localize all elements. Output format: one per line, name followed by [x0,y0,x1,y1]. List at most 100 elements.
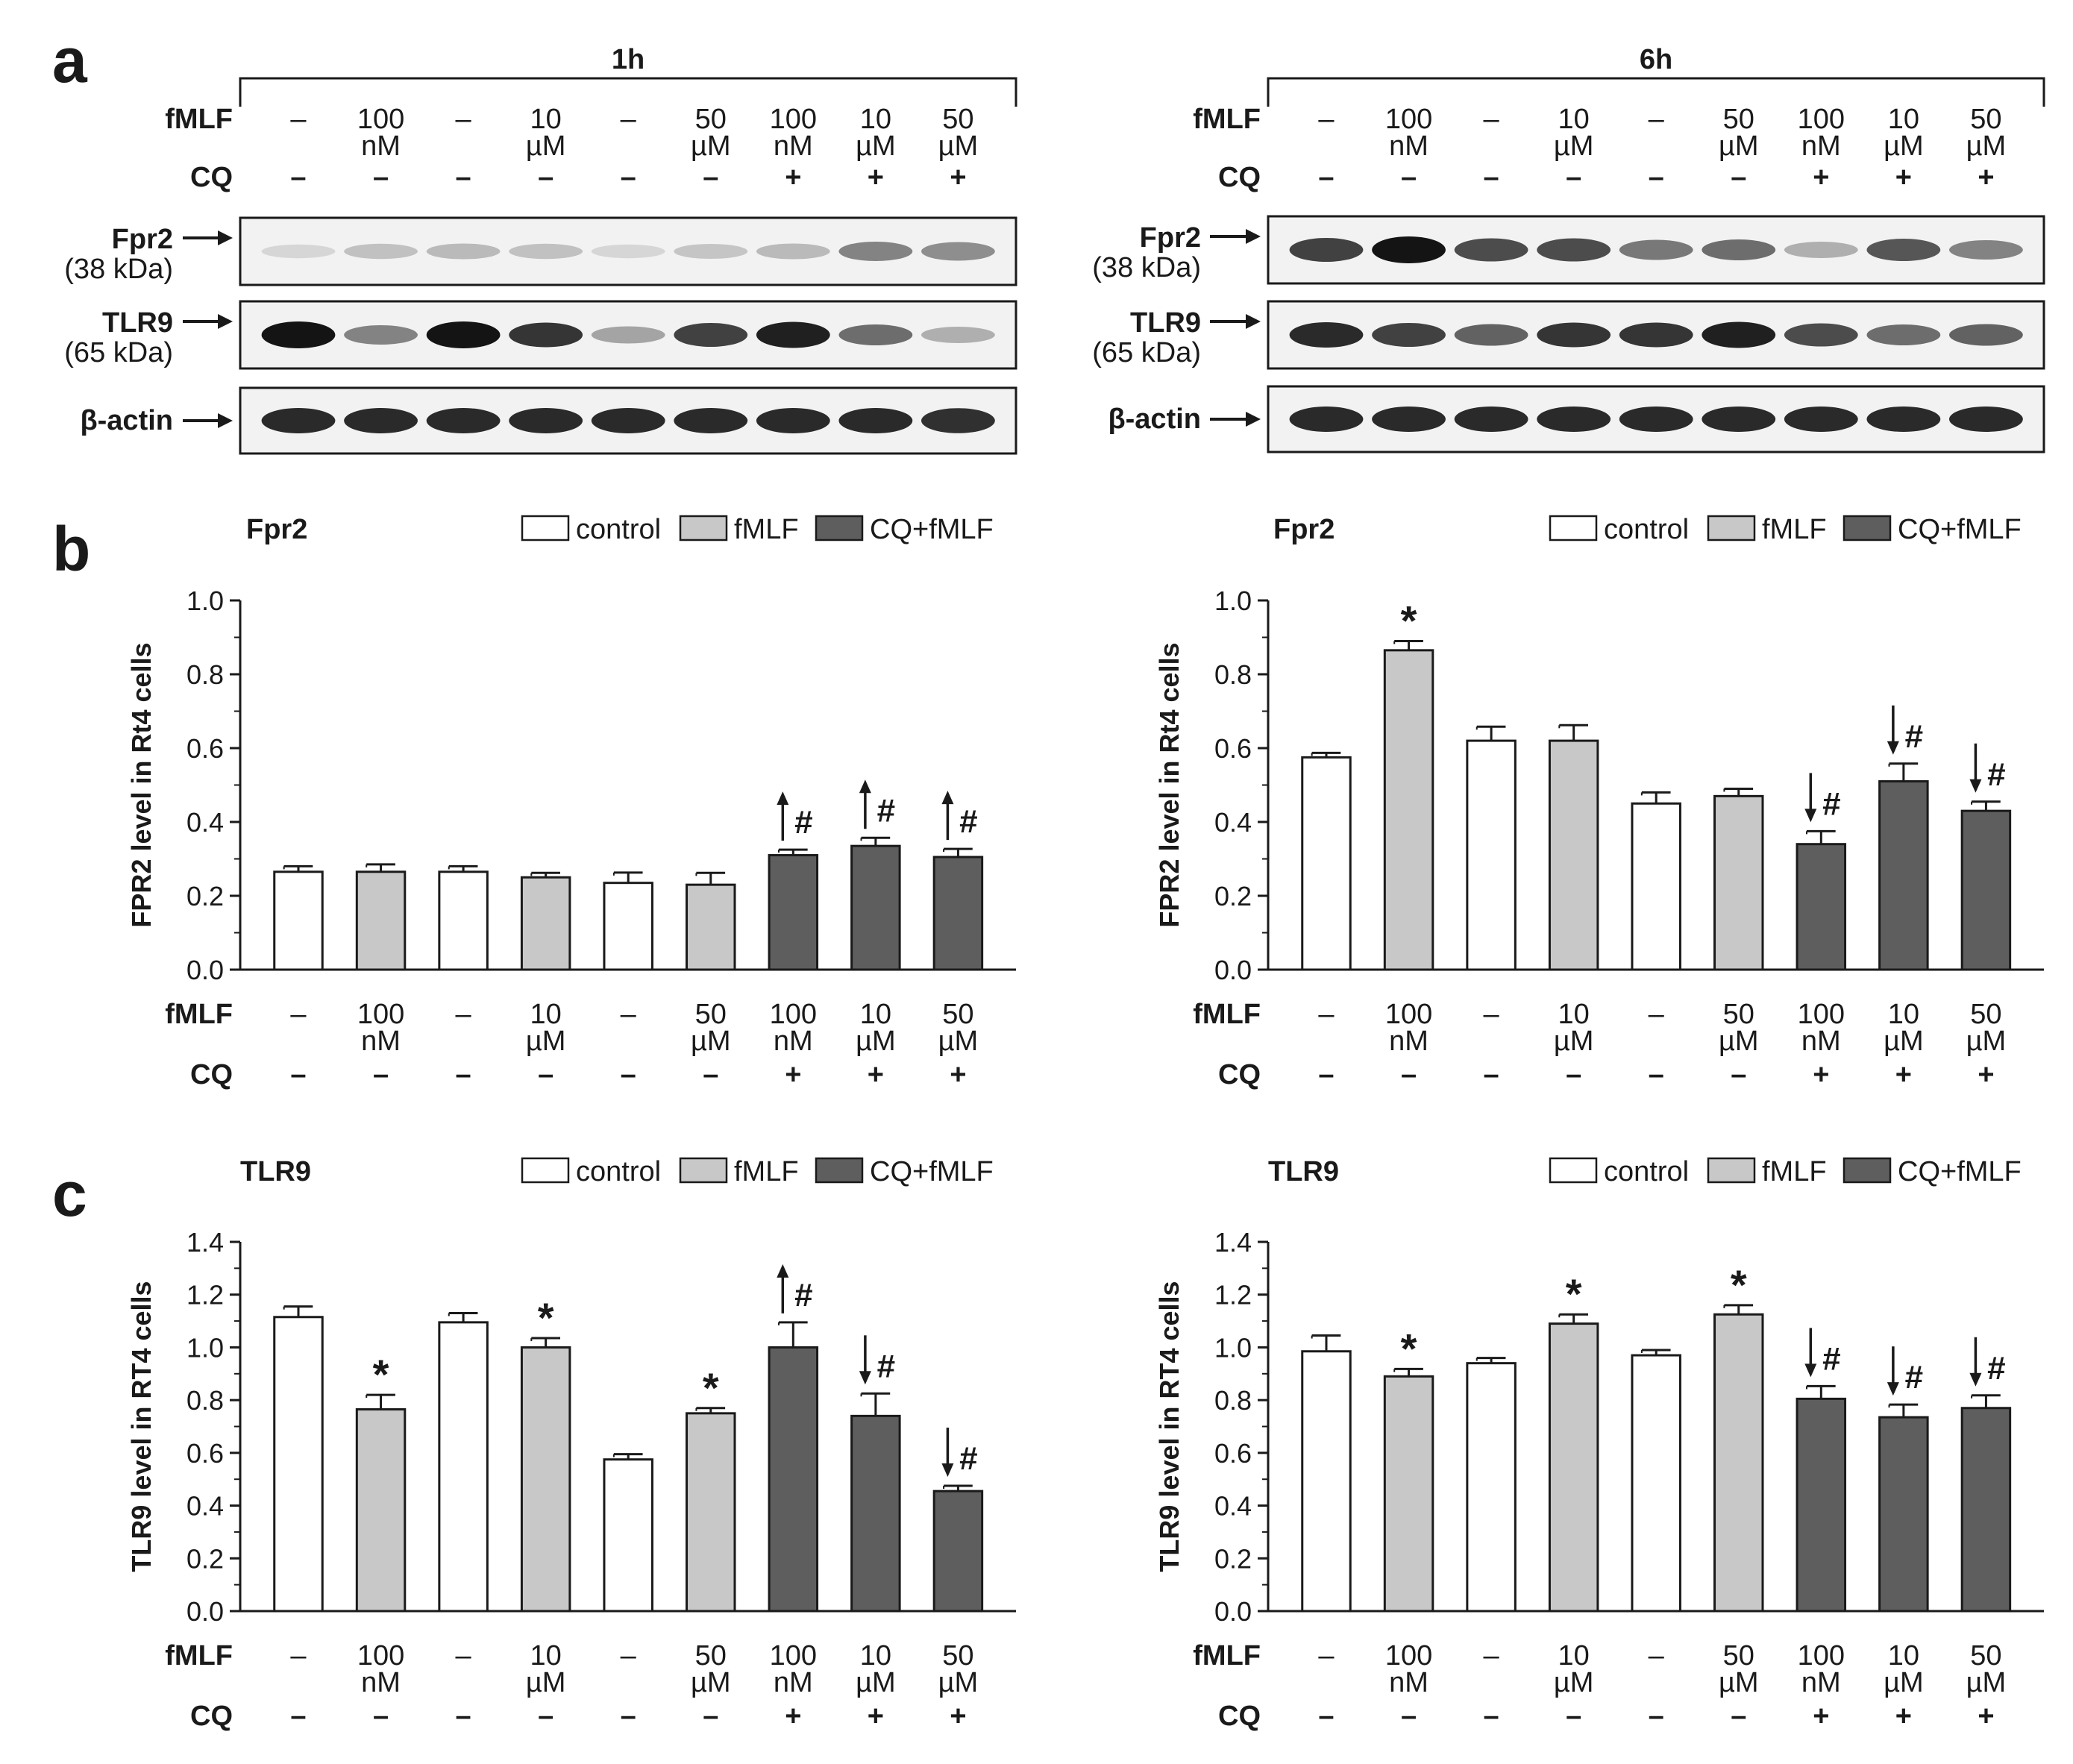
chart-b-1h-ylabel: FPR2 level in Rt4 cells [126,642,157,927]
chart-b-6h-cq-value-6: + [1813,1059,1829,1090]
chart-b-1h-cq-value-0: – [290,1059,306,1090]
chart-b-1h-cq-value-7: + [868,1059,884,1090]
chart-c-6h-fmlf-value-6: 100 [1798,1640,1845,1672]
blot-6h-cq-label: CQ [1218,162,1261,193]
chart-b-1h-bar-3 [520,876,571,971]
chart-b-1h-ytick-label-2: 0.4 [186,807,224,838]
chart-c-1h-sig-5: * [703,1364,719,1411]
chart-b-6h-cq-value-3: – [1566,1059,1581,1090]
blot-6h-band-1-6 [1784,323,1858,347]
chart-b-1h-cq-value-4: – [621,1059,636,1090]
chart-c-1h-cq-value-2: – [456,1701,471,1732]
chart-b-1h-legend-swatch-0 [521,515,570,542]
chart-b-1h-fmlf-unit-5: µM [691,1026,731,1057]
chart-c-6h-ytick-label-0: 0.0 [1214,1596,1252,1627]
blot-6h-band-1-7 [1866,324,1941,345]
chart-b-6h-cq-value-7: + [1895,1059,1912,1090]
chart-b-1h-sig-hash-7: # [877,792,895,829]
chart-c-1h-fmlf-unit-7: µM [856,1667,896,1698]
chart-c-6h-fmlf-unit-8: µM [1966,1667,2007,1698]
chart-c-1h-errorbar-4 [612,1453,643,1460]
chart-c-1h-legend-label-0: control [576,1156,661,1187]
blot-1h-band-1-0 [261,321,336,348]
blot-6h-fmlf-unit-1: nM [1389,131,1428,162]
chart-c-6h-legend-swatch-0 [1549,1157,1598,1184]
blot-1h-cq-value-0: – [290,162,306,193]
chart-b-6h-fmlf-unit-7: µM [1884,1026,1924,1057]
blot-6h-row-label-0: Fpr2 [1140,222,1201,254]
chart-c-1h-ytick-label-7: 1.4 [186,1227,224,1258]
chart-c-1h-errorbar-7 [860,1392,891,1416]
chart-c-1h-cq-value-3: – [538,1701,553,1732]
blot-1h-band-0-7 [838,242,913,261]
chart-c-1h-bar-6 [768,1346,819,1613]
chart-b-1h-fmlf-value-5: 50 [695,999,727,1030]
blot-1h-row-sublabel-1: (65 kDa) [64,337,173,368]
blot-6h-fmlf-unit-6: nM [1801,131,1841,162]
blot-6h-band-0-2 [1454,238,1528,262]
blot-6h-band-2-0 [1289,407,1364,432]
blot-1h-band-1-3 [509,322,583,348]
blot-1h-band-2-1 [344,408,418,433]
blot-1h-band-2-3 [509,408,583,433]
blot-1h-row-label-2: β-actin [80,405,173,436]
chart-c-6h-sig-6: # [1804,1328,1841,1378]
blot-1h-cq-value-5: – [703,162,718,193]
chart-c-1h-bar-3 [520,1346,571,1613]
blot-1h-band-2-6 [756,408,830,433]
chart-c-1h-ytick-label-5: 1.0 [186,1332,224,1363]
chart-c-6h-sig-hash-8: # [1987,1350,2005,1387]
blot-6h-fmlf-unit-7: µM [1884,131,1924,162]
blot-6h-band-2-4 [1619,407,1693,432]
blot-6h-fmlf-unit-3: µM [1554,131,1594,162]
chart-b-1h-fmlf-unit-6: nM [774,1026,813,1057]
blot-1h-fmlf-unit-3: µM [526,131,566,162]
blot-6h-cq-value-2: – [1484,162,1499,193]
chart-b-6h-bar-0 [1301,756,1352,971]
blot-1h-band-1-5 [674,323,748,347]
blot-1h-band-1-2 [426,321,501,348]
chart-b-6h-cq-value-0: – [1318,1059,1334,1090]
blot-6h-row-2 [1267,385,2045,453]
chart-b-6h-legend-label-1: fMLF [1762,514,1827,545]
chart-c-1h-errorbar-0 [283,1305,313,1317]
chart-b-6h-sig-1: * [1401,597,1417,644]
chart-c-6h-legend-label-0: control [1604,1156,1689,1187]
chart-c-6h-ytick-label-1: 0.2 [1214,1543,1252,1574]
chart-b-6h-fmlf-unit-3: µM [1554,1026,1594,1057]
chart-b-1h-legend-swatch-1 [679,515,728,542]
blot-1h-fmlf-unit-5: µM [691,131,731,162]
chart-b-1h-ytick-label-1: 0.2 [186,881,224,911]
chart-b-6h-errorbar-8 [1971,800,2001,812]
chart-b-1h-sig-7: # [859,779,895,829]
chart-b-6h-legend-swatch-0 [1549,515,1598,542]
chart-c-6h-legend-label-1: fMLF [1762,1156,1827,1187]
blot-1h-band-2-7 [838,408,913,433]
chart-c-6h-cq-value-7: + [1895,1701,1912,1732]
blot-1h-band-0-8 [921,242,995,261]
chart-c-1h-sig-6: # [777,1264,813,1313]
blot-6h-cq-value-3: – [1566,162,1581,193]
chart-b-6h-fmlf-value-7: 10 [1888,999,1919,1030]
chart-c-1h-cq-value-5: – [703,1701,718,1732]
chart-c-1h-bar-1 [355,1408,407,1613]
chart-b-1h-legend: control fMLF CQ+fMLF [521,514,994,545]
chart-c-1h-fmlf-unit-8: µM [938,1667,979,1698]
blot-1h-band-2-2 [426,408,501,433]
chart-c-1h-fmlf-value-5: 50 [695,1640,727,1672]
blot-6h-bracket [1267,77,2045,107]
blot-1h-row-arrow-0 [183,230,233,245]
chart-c-6h-cq-value-3: – [1566,1701,1581,1732]
chart-b-6h-cq-value-5: – [1731,1059,1746,1090]
blot-1h-band-2-5 [674,408,748,433]
blot-1h-cq-value-3: – [538,162,553,193]
chart-c-6h-bar-6 [1796,1397,1847,1613]
blot-6h-time-label: 6h [1640,44,1672,75]
chart-c-6h-fmlf-unit-3: µM [1554,1667,1594,1698]
chart-c-6h-errorbar-7 [1888,1403,1919,1418]
chart-c-6h-errorbar-1 [1393,1367,1423,1377]
chart-b-6h-legend: control fMLF CQ+fMLF [1549,514,2022,545]
chart-c-6h-cq-value-5: – [1731,1701,1746,1732]
chart-b-1h-bar-4 [603,882,653,971]
chart-c-6h-fmlf-value-3: 10 [1558,1640,1590,1672]
